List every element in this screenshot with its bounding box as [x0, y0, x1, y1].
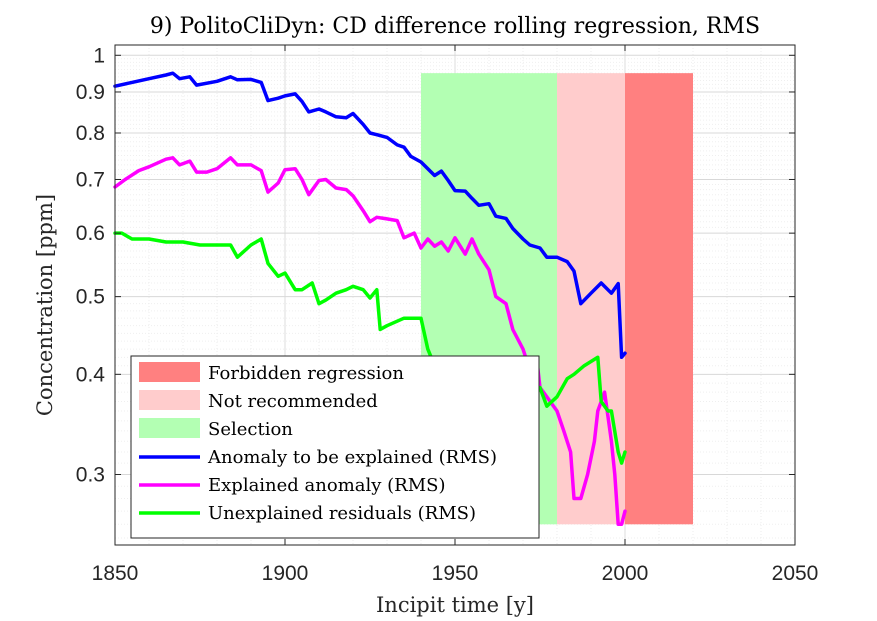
y-axis-ticks: 0.3 0.4 0.5 0.6 0.7 0.8 0.9 1	[76, 44, 795, 486]
x-tick-label: 1900	[262, 562, 309, 585]
y-axis-label: Concentration [ppm]	[33, 194, 57, 416]
y-tick-label: 0.6	[76, 222, 105, 245]
x-tick-label: 2000	[602, 562, 649, 585]
x-tick-label: 1850	[92, 562, 139, 585]
y-tick-label: 1	[93, 44, 105, 67]
legend: Forbidden regression Not recommended Selec…	[130, 355, 540, 539]
series-lines	[113, 71, 627, 527]
legend-label: Forbidden regression	[208, 363, 404, 384]
y-tick-label: 0.4	[76, 363, 106, 386]
y-tick-label: 0.3	[76, 463, 105, 486]
legend-swatch	[139, 362, 200, 382]
legend-label: Explained anomaly (RMS)	[208, 475, 446, 496]
series-line-2	[113, 156, 627, 527]
legend-swatch	[139, 390, 200, 410]
y-tick-label: 0.7	[76, 168, 105, 191]
x-tick-label: 2050	[772, 562, 819, 585]
legend-box	[130, 355, 540, 539]
legend-label: Unexplained residuals (RMS)	[208, 503, 476, 524]
y-tick-label: 0.8	[76, 122, 105, 145]
y-tick-label: 0.9	[76, 81, 105, 104]
legend-label: Anomaly to be explained (RMS)	[207, 447, 497, 468]
chart-title: 9) PolitoCliDyn: CD difference rolling r…	[150, 14, 760, 39]
legend-label: Selection	[208, 419, 293, 440]
x-axis-ticks: 1850 1900 1950 2000 2050	[92, 45, 819, 585]
legend-label: Not recommended	[208, 391, 378, 412]
series-line-1	[113, 71, 627, 360]
region-forbidden-regression	[625, 73, 693, 525]
legend-swatch	[139, 418, 200, 438]
x-tick-label: 1950	[432, 562, 479, 585]
x-axis-label: Incipit time [y]	[376, 593, 534, 617]
y-tick-label: 0.5	[76, 286, 105, 309]
series-line-3	[113, 231, 627, 465]
